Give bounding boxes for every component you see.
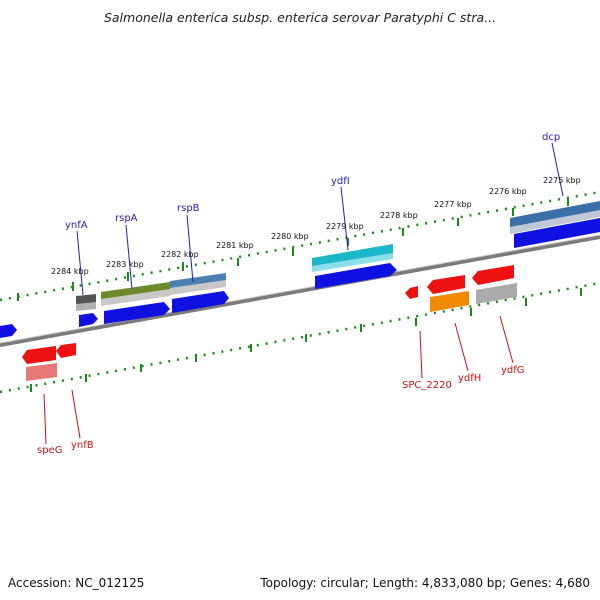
scale-label: 2284 kbp — [51, 267, 89, 276]
gene-forward-left-partial[interactable] — [0, 324, 17, 338]
gene-ydfI-feature[interactable] — [312, 244, 393, 268]
gene-label-ynfA[interactable]: ynfA — [65, 220, 88, 231]
gene-rspB-shadow — [170, 280, 226, 295]
gene-label-ydfG[interactable]: ydfG — [501, 365, 525, 376]
gene-label-ydfI[interactable]: ydfI — [331, 176, 350, 187]
gene-ydfH-red-arrow[interactable] — [427, 275, 465, 294]
gene-gray-box-shadow — [76, 302, 96, 311]
gene-speG-shadow — [26, 363, 57, 381]
gene-label-rspB[interactable]: rspB — [177, 203, 200, 214]
gene-speG-arrow[interactable] — [22, 346, 56, 364]
genome-backbone-highlight — [0, 234, 600, 344]
scale-label: 2282 kbp — [161, 250, 199, 259]
upper-scale-track — [0, 190, 600, 302]
genome-info-label: Topology: circular; Length: 4,833,080 bp… — [260, 576, 590, 590]
lower-track-major-ticks — [30, 288, 582, 392]
gene-ydfI-arrow[interactable] — [315, 263, 397, 289]
gene-rspB-feature[interactable] — [170, 273, 226, 289]
gene-rspA-feature[interactable] — [101, 282, 170, 300]
gene-label-ynfB[interactable]: ynfB — [71, 440, 94, 451]
gene-label-ydfH[interactable]: ydfH — [458, 373, 481, 384]
gene-label-rspA[interactable]: rspA — [115, 213, 138, 224]
scale-label: 2277 kbp — [434, 200, 472, 209]
gene-rspB-arrow[interactable] — [172, 291, 229, 313]
upper-track-major-ticks — [17, 198, 569, 301]
scale-label: 2278 kbp — [380, 211, 418, 220]
gene-rspA-arrow[interactable] — [104, 302, 170, 324]
gene-SPC_2220-arrow[interactable] — [405, 286, 418, 299]
scale-label: 2275 kbp — [543, 176, 581, 185]
gene-ydfI-shadow — [312, 253, 393, 272]
reverse-leader-lines — [43, 315, 514, 445]
gene-dcp-arrow[interactable] — [514, 218, 600, 248]
scale-label: 2281 kbp — [216, 241, 254, 250]
scale-label: 2276 kbp — [489, 187, 527, 196]
gene-label-dcp[interactable]: dcp — [542, 132, 560, 143]
gene-ydfG-red-arrow[interactable] — [472, 265, 514, 285]
gene-dcp-shadow — [510, 210, 600, 234]
gene-rspA-shadow — [101, 289, 170, 306]
scale-label: 2280 kbp — [271, 232, 309, 241]
gene-ydfG-arrow[interactable] — [476, 283, 517, 304]
gene-ynfA-arrow[interactable] — [79, 313, 98, 327]
scale-label: 2279 kbp — [326, 222, 364, 231]
gene-label-speG[interactable]: speG — [37, 445, 62, 456]
accession-label: Accession: NC_012125 — [8, 576, 145, 590]
genome-title: Salmonella enterica subsp. enterica sero… — [103, 10, 497, 25]
gene-label-SPC_2220[interactable]: SPC_2220 — [402, 380, 452, 391]
forward-leader-lines — [76, 142, 564, 296]
gene-ynfB-arrow[interactable] — [56, 343, 76, 358]
genome-backbone — [0, 235, 600, 347]
gene-ydfH-arrow[interactable] — [430, 291, 469, 312]
scale-label: 2283 kbp — [106, 260, 144, 269]
